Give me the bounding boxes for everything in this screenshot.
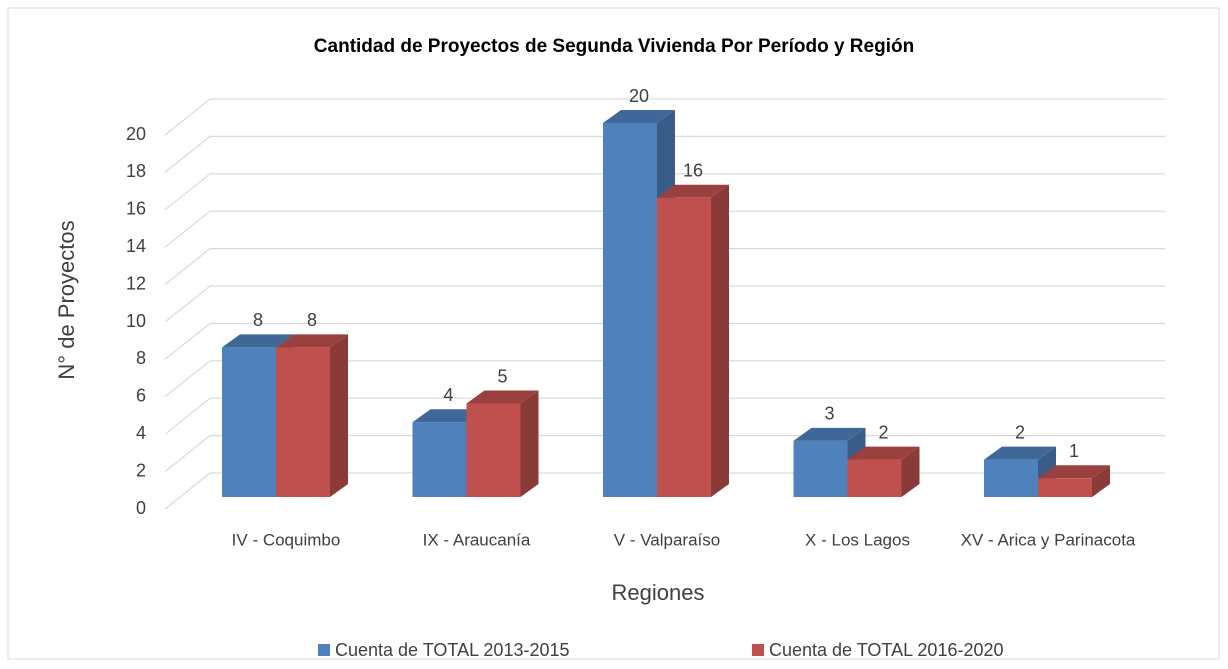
bar [1038,478,1092,497]
data-label: 2 [1015,422,1025,442]
data-label: 5 [497,366,507,386]
data-label: 16 [683,161,703,181]
data-label: 20 [629,86,649,106]
x-tick-label: X - Los Lagos [805,530,910,549]
bar-side [330,334,348,497]
y-tick-label: 16 [126,199,146,219]
bar-top [222,334,294,348]
y-tick-label: 18 [126,161,146,181]
x-tick-label: V - Valparaíso [614,530,720,549]
y-tick-label: 6 [136,386,146,406]
grid-line [164,397,1165,435]
bar [466,403,521,497]
grid-line [164,360,1165,398]
data-label: 8 [307,310,317,330]
x-tick-label: IV - Coquimbo [232,530,341,549]
bar [412,422,467,497]
bar-top [793,427,866,441]
legend-label: Cuenta de TOTAL 2016-2020 [769,640,1004,660]
bar [847,459,902,497]
y-axis-title: N° de Proyectos [54,220,79,379]
data-label: 4 [443,385,453,405]
grid-line [164,322,1165,360]
grid-line [164,210,1165,248]
grid-line [164,135,1165,173]
bar-side [1092,465,1110,497]
grid-line [164,285,1165,323]
bar [222,347,276,497]
data-label: 2 [878,422,888,442]
chart-title: Cantidad de Proyectos de Segunda Viviend… [314,36,914,57]
bar [657,197,711,498]
bar-side [520,390,539,497]
y-tick-label: 2 [136,460,146,480]
bar [603,123,657,497]
x-tick-label: IX - Araucanía [423,530,531,549]
bar-top [603,110,675,123]
bar-top [466,390,539,404]
data-label: 8 [253,310,263,330]
bar-top [657,184,729,198]
bar [984,459,1038,497]
bar-side [901,446,920,497]
y-tick-label: 12 [126,273,146,293]
bar [793,440,848,497]
bar [276,347,330,497]
bar-top [847,446,920,460]
data-label: 3 [824,404,834,424]
x-tick-label: XV - Arica y Parinacota [961,530,1136,549]
legend-swatch [318,644,330,656]
x-axis-title: Regiones [612,580,705,605]
grid-line [164,173,1165,211]
data-label: 1 [1069,441,1079,461]
y-tick-label: 4 [136,423,146,443]
bar-top [984,446,1056,460]
y-tick-label: 14 [126,236,146,256]
y-tick-label: 8 [136,348,146,368]
bar-top [1038,465,1110,479]
y-tick-label: 20 [126,124,146,144]
bar-top [276,334,348,348]
legend-swatch [752,644,764,656]
y-tick-label: 0 [136,498,146,518]
grid-line [164,98,1165,136]
y-tick-label: 10 [126,311,146,331]
grid-line [164,248,1165,286]
bar-side [711,184,729,498]
legend-label: Cuenta de TOTAL 2013-2015 [335,640,570,660]
